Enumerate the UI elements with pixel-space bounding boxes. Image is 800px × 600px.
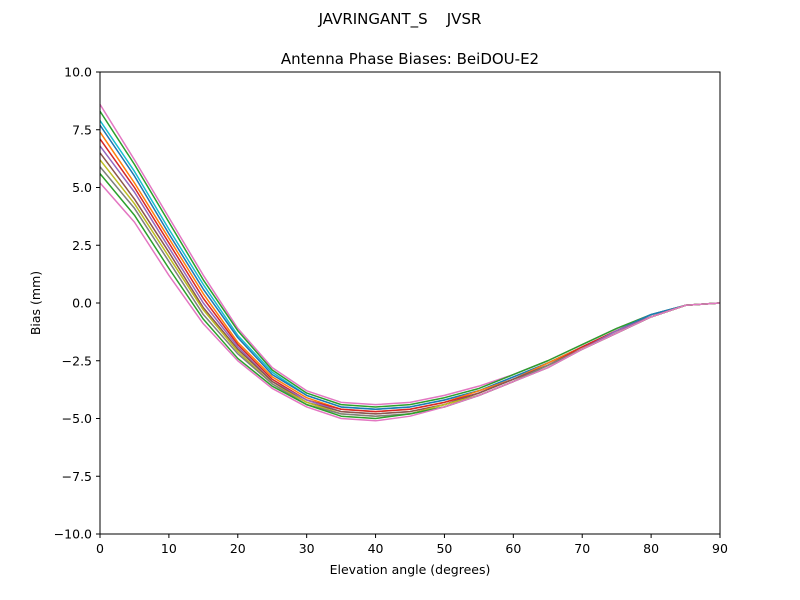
- y-axis-label: Bias (mm): [28, 271, 43, 335]
- y-tick-label: −10.0: [54, 527, 92, 542]
- y-tick-label: −7.5: [62, 469, 92, 484]
- x-axis: 0 10 20 30 40 50 60 70 80 90: [96, 534, 728, 556]
- x-tick-label: 0: [96, 541, 104, 556]
- y-tick-label: 7.5: [72, 122, 92, 137]
- x-tick-label: 60: [505, 541, 521, 556]
- x-axis-label: Elevation angle (degrees): [330, 562, 491, 577]
- y-tick-label: 5.0: [72, 180, 92, 195]
- x-tick-label: 20: [230, 541, 246, 556]
- x-tick-label: 30: [299, 541, 315, 556]
- y-tick-label: 2.5: [72, 238, 92, 253]
- x-tick-label: 80: [643, 541, 659, 556]
- series-layer: [99, 103, 721, 422]
- y-tick-label: 10.0: [64, 65, 92, 80]
- figure-suptitle: JAVRINGANT_S JVSR: [318, 10, 482, 29]
- chart-title: Antenna Phase Biases: BeiDOU-E2: [281, 50, 539, 68]
- x-tick-label: 40: [368, 541, 384, 556]
- series-line-12: [99, 182, 721, 422]
- y-tick-label: 0.0: [72, 296, 92, 311]
- y-axis: 10.0 7.5 5.0 2.5 0.0 −2.5 −5.0 −7.5 −10.0: [54, 65, 100, 542]
- x-tick-label: 10: [161, 541, 177, 556]
- y-tick-label: −5.0: [62, 411, 92, 426]
- y-tick-label: −2.5: [62, 353, 92, 368]
- series-line-2: [99, 110, 721, 408]
- x-tick-label: 50: [436, 541, 452, 556]
- x-tick-label: 90: [712, 541, 728, 556]
- x-tick-label: 70: [574, 541, 590, 556]
